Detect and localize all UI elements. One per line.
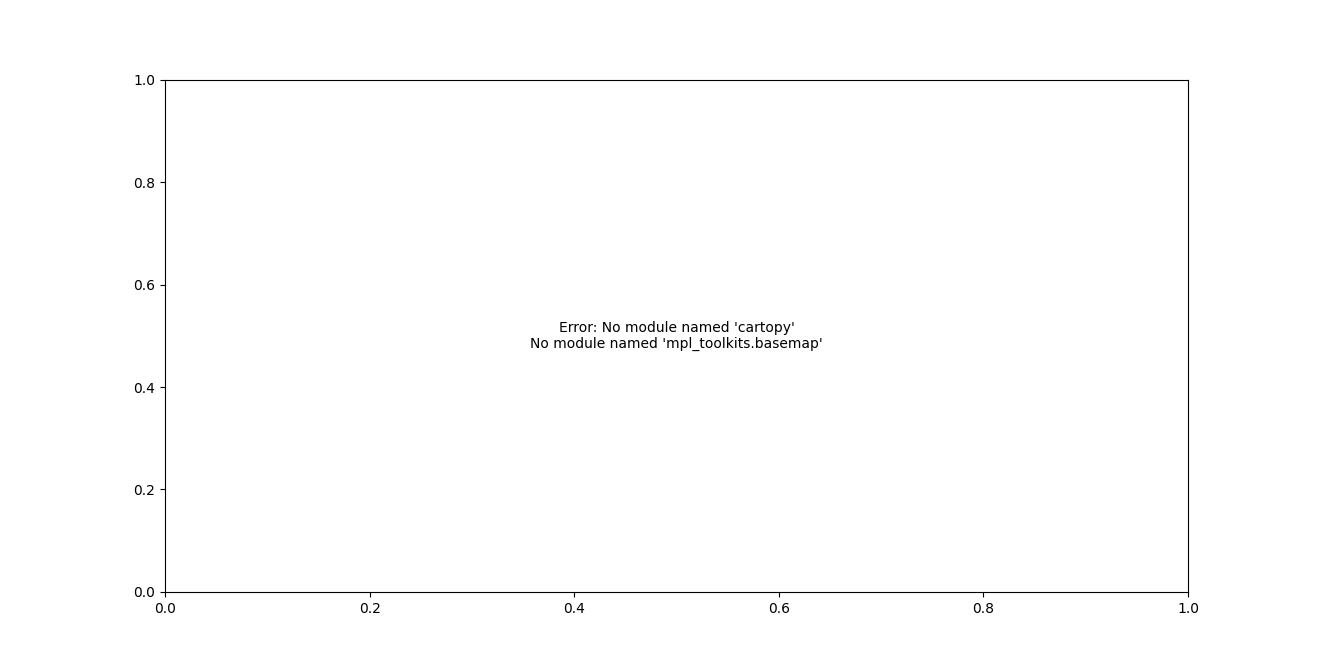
Text: Error: No module named 'cartopy'
No module named 'mpl_toolkits.basemap': Error: No module named 'cartopy' No modu… <box>531 321 822 351</box>
